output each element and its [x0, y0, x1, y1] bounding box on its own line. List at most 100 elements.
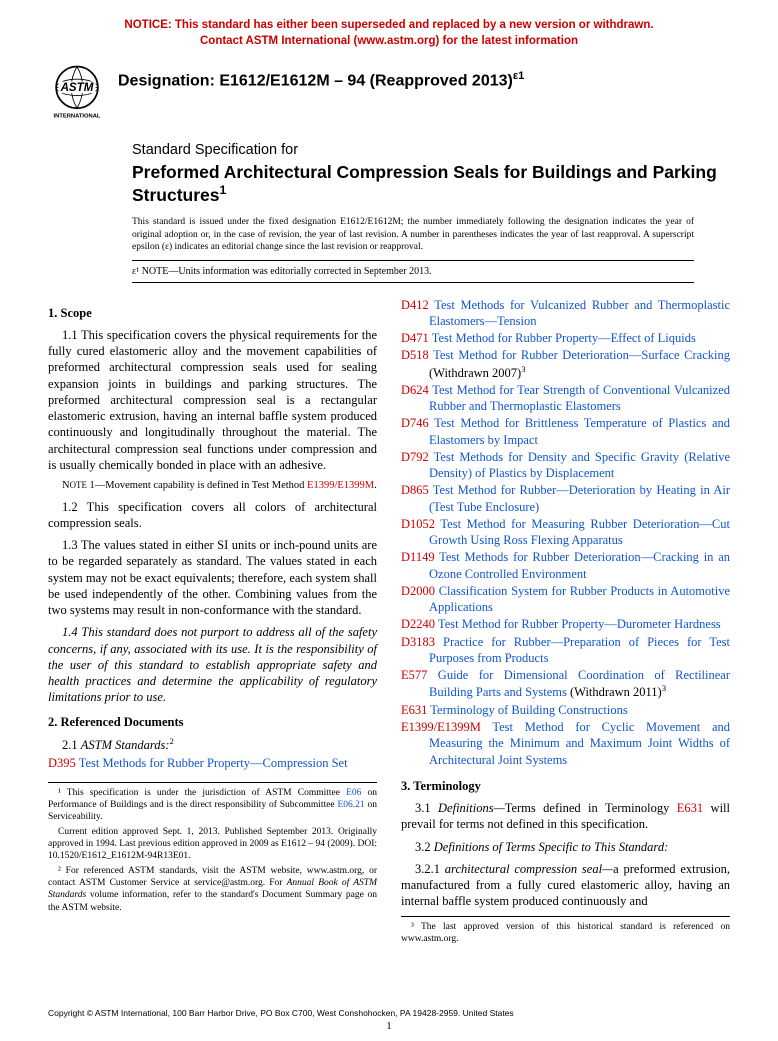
para-3-1: 3.1 Definitions—Terms defined in Termino… [401, 800, 730, 833]
p3-2-ital: Definitions of Terms Specific to This St… [434, 840, 669, 854]
ref-d865: D865 Test Method for Rubber—Deterioratio… [401, 482, 730, 515]
f2-post: volume information, refer to the standar… [48, 890, 377, 912]
epsilon-note: ε¹ NOTE—Units information was editoriall… [132, 260, 694, 283]
issuance-note: This standard is issued under the fixed … [132, 216, 730, 253]
ref-title[interactable]: Test Methods for Rubber Deterioration—Cr… [429, 550, 730, 580]
header-row: ASTM INTERNATIONAL Designation: E1612/E1… [48, 63, 730, 121]
ref-code[interactable]: D624 [401, 383, 429, 397]
p3-1-ref[interactable]: E631 [677, 801, 703, 815]
notice-line2: Contact ASTM International (www.astm.org… [200, 35, 578, 47]
ref-code[interactable]: D471 [401, 331, 429, 345]
withdrawn-text: (Withdrawn 2007) [429, 366, 521, 380]
ref-d395: D395 Test Methods for Rubber Property—Co… [48, 755, 377, 771]
scope-head: 1. Scope [48, 305, 377, 321]
para-1-4-text: This standard does not purport to addres… [48, 625, 377, 704]
para-2-1: 2.1 ASTM Standards:2 [48, 736, 377, 753]
svg-text:ASTM: ASTM [60, 81, 94, 94]
epsilon-note-text: ε¹ NOTE—Units information was editoriall… [132, 266, 432, 277]
p3-2-1-term: architectural compression seal— [445, 862, 613, 876]
ref-title[interactable]: Test Method for Brittleness Temperature … [429, 416, 730, 446]
p3-1-body: Terms defined in Terminology [505, 801, 677, 815]
ref-code[interactable]: D518 [401, 348, 429, 362]
ref-title[interactable]: Test Method for Rubber Property—Effect o… [432, 331, 696, 345]
ref-code[interactable]: E577 [401, 668, 427, 682]
footnote-3: ³ The last approved version of this hist… [401, 921, 730, 946]
ref-code[interactable]: D1149 [401, 550, 435, 564]
para-1-2: 1.2 This specification covers all colors… [48, 499, 377, 532]
designation-text: Designation: E1612/E1612M – 94 (Reapprov… [118, 72, 513, 89]
ref-title[interactable]: Test Method for Tear Strength of Convent… [429, 383, 730, 413]
ref-code[interactable]: E631 [401, 703, 427, 717]
p3-1-pre: 3.1 [415, 801, 438, 815]
ref-code[interactable]: D2000 [401, 584, 435, 598]
ref-title[interactable]: Test Method for Rubber—Deterioration by … [429, 483, 730, 513]
right-column: D412 Test Methods for Vulcanized Rubber … [401, 297, 730, 946]
title-sup: 1 [220, 183, 227, 197]
footnote-1b: Current edition approved Sept. 1, 2013. … [48, 826, 377, 863]
f1-ref1[interactable]: E06 [346, 788, 361, 798]
logo-label: INTERNATIONAL [54, 114, 101, 120]
para-1-4: 1.4 This standard does not purport to ad… [48, 624, 377, 705]
ref-d1149: D1149 Test Methods for Rubber Deteriorat… [401, 549, 730, 582]
left-column: 1. Scope 1.1 This specification covers t… [48, 297, 377, 946]
withdrawn-sup: 3 [521, 364, 525, 374]
page-number: 1 [0, 1019, 778, 1033]
para-1-1: 1.1 This specification covers the physic… [48, 327, 377, 473]
ref-code[interactable]: D865 [401, 483, 429, 497]
refdoc-head: 2. Referenced Documents [48, 714, 377, 730]
ref-code[interactable]: D395 [48, 756, 76, 770]
note1-ref[interactable]: E1399/E1399M [307, 480, 374, 491]
title: Preformed Architectural Compression Seal… [132, 161, 730, 207]
ref-d518: D518 Test Method for Rubber Deterioratio… [401, 347, 730, 381]
note-1: NOTE 1—Movement capability is defined in… [48, 479, 377, 493]
term-head: 3. Terminology [401, 778, 730, 794]
f1-ref2[interactable]: E06.21 [337, 800, 364, 810]
ref-code[interactable]: D2240 [401, 617, 435, 631]
ref-title[interactable]: Classification System for Rubber Product… [429, 584, 730, 614]
ref-d792: D792 Test Methods for Density and Specif… [401, 449, 730, 482]
ref-d3183: D3183 Practice for Rubber—Preparation of… [401, 634, 730, 667]
ref-code[interactable]: D1052 [401, 517, 435, 531]
withdrawn-sup: 3 [662, 683, 666, 693]
note1-post: . [374, 480, 377, 491]
ref-title[interactable]: Test Methods for Vulcanized Rubber and T… [429, 298, 730, 328]
p2-1-ital: ASTM Standards: [81, 738, 170, 752]
p2-1-sup: 2 [170, 736, 174, 746]
ref-d2240: D2240 Test Method for Rubber Property—Du… [401, 616, 730, 632]
ref-code[interactable]: D792 [401, 450, 429, 464]
ref-d471: D471 Test Method for Rubber Property—Eff… [401, 330, 730, 346]
para-3-2-1: 3.2.1 architectural compression seal—a p… [401, 861, 730, 910]
notice-line1: NOTICE: This standard has either been su… [124, 19, 653, 31]
footnote-1: ¹ This specification is under the jurisd… [48, 787, 377, 824]
p3-2-pre: 3.2 [415, 840, 434, 854]
ref-d746: D746 Test Method for Brittleness Tempera… [401, 415, 730, 448]
p2-1-pre: 2.1 [62, 738, 81, 752]
refs-list: D412 Test Methods for Vulcanized Rubber … [401, 297, 730, 768]
ref-title[interactable]: Test Method for Rubber Deterioration—Sur… [433, 348, 730, 362]
ref-code[interactable]: D746 [401, 416, 429, 430]
designation-sup: ε1 [513, 70, 525, 82]
ref-title[interactable]: Terminology of Building Constructions [430, 703, 627, 717]
ref-title[interactable]: Test Methods for Density and Specific Gr… [429, 450, 730, 480]
p3-2-1-pre: 3.2.1 [415, 862, 445, 876]
f1-pre: ¹ This specification is under the jurisd… [58, 788, 346, 798]
ref-d624: D624 Test Method for Tear Strength of Co… [401, 382, 730, 415]
ref-title[interactable]: Test Methods for Rubber Property—Compres… [79, 756, 348, 770]
columns: 1. Scope 1.1 This specification covers t… [48, 297, 730, 946]
notice-banner: NOTICE: This standard has either been su… [48, 18, 730, 49]
para-3-2: 3.2 Definitions of Terms Specific to Thi… [401, 839, 730, 855]
ref-code[interactable]: D3183 [401, 635, 435, 649]
ref-title[interactable]: Practice for Rubber—Preparation of Piece… [429, 635, 730, 665]
copyright: Copyright © ASTM International, 100 Barr… [48, 1008, 730, 1019]
ref-code[interactable]: D412 [401, 298, 429, 312]
withdrawn-text: (Withdrawn 2011) [567, 686, 662, 700]
ref-e631: E631 Terminology of Building Constructio… [401, 702, 730, 718]
ref-d412: D412 Test Methods for Vulcanized Rubber … [401, 297, 730, 330]
designation: Designation: E1612/E1612M – 94 (Reapprov… [118, 69, 524, 92]
ref-code[interactable]: E1399/E1399M [401, 720, 481, 734]
title-block: Standard Specification for Preformed Arc… [132, 141, 730, 206]
footnote-2: ² For referenced ASTM standards, visit t… [48, 865, 377, 914]
ref-title[interactable]: Test Method for Rubber Property—Duromete… [438, 617, 721, 631]
ref-title[interactable]: Test Method for Measuring Rubber Deterio… [429, 517, 730, 547]
footnotes-right: ³ The last approved version of this hist… [401, 916, 730, 946]
